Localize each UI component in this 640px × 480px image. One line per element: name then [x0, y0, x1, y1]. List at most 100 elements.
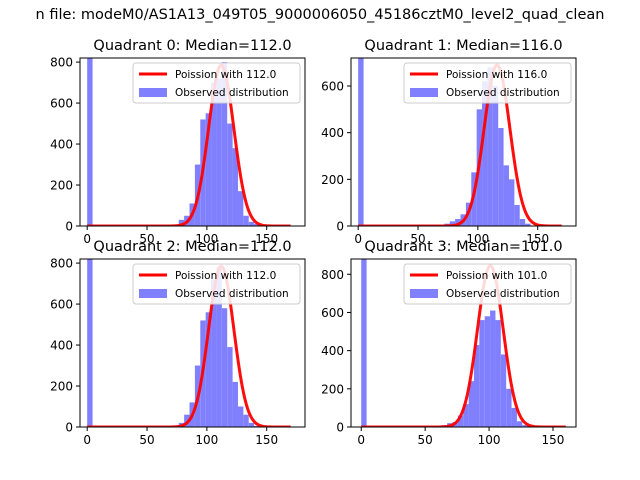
histogram-bar — [254, 425, 260, 427]
histogram-bar — [514, 205, 520, 226]
histogram-bar — [237, 191, 244, 226]
y-tick-label: 600 — [50, 97, 73, 111]
histogram-bar — [178, 219, 185, 226]
histogram-bar — [482, 81, 488, 226]
legend-box — [132, 62, 301, 104]
histogram-bar — [248, 422, 255, 427]
axes-frame — [350, 258, 577, 428]
histogram-bar — [254, 223, 260, 226]
x-tick-label: 100 — [466, 232, 489, 246]
poisson-fit-line — [361, 264, 566, 427]
x-tick-label: 150 — [255, 433, 278, 447]
histogram-bar — [503, 165, 509, 226]
histogram-bar — [87, 259, 93, 427]
y-tick-label: 400 — [50, 138, 73, 152]
plot-area — [86, 259, 291, 427]
legend-fit-label: Poission with 112.0 — [175, 270, 276, 282]
legend-observed-swatch — [410, 289, 438, 298]
histogram-bar — [358, 58, 364, 226]
legend-fit-label: Poission with 116.0 — [446, 69, 547, 81]
y-tick-label: 400 — [321, 344, 344, 358]
legend-observed-label: Observed distribution — [175, 87, 289, 99]
y-tick-label: 400 — [321, 126, 344, 140]
legend-observed-swatch — [410, 88, 438, 97]
plot-area — [86, 58, 291, 226]
histogram-bar — [227, 347, 233, 427]
y-tick-label: 200 — [321, 382, 344, 396]
histogram-bar — [490, 310, 496, 427]
y-tick-label: 0 — [65, 220, 73, 234]
y-tick-label: 800 — [50, 257, 73, 271]
x-tick-label: 50 — [418, 433, 433, 447]
plot-area — [357, 58, 562, 226]
x-tick-label: 50 — [139, 433, 154, 447]
legend-observed-label: Observed distribution — [446, 288, 560, 300]
histogram-bar — [516, 421, 523, 427]
panel-2: 0 50 100 150 0 200 400 600 800 Quadrant 2: Median… — [50, 239, 306, 447]
figure-suptitle: n file: modeM0/AS1A13_049T05_9000006050_… — [36, 7, 605, 23]
histogram-bar — [495, 320, 501, 427]
legend-observed-swatch — [139, 88, 167, 97]
histogram-bar — [519, 219, 526, 226]
histogram-bar — [361, 259, 367, 427]
histogram-bar — [232, 148, 238, 226]
histogram-bar — [487, 67, 493, 226]
histogram-bar — [205, 312, 212, 427]
histogram-bar — [484, 316, 491, 427]
y-tick-label: 400 — [50, 339, 73, 353]
histogram-bar — [221, 308, 228, 427]
x-tick-label: 0 — [83, 433, 91, 447]
histogram-bar — [248, 221, 255, 226]
y-tick-label: 0 — [65, 421, 73, 435]
y-tick-label: 200 — [321, 173, 344, 187]
histogram-bar — [463, 404, 469, 427]
histogram-bar — [243, 215, 249, 226]
panel-title: Quadrant 2: Median=112.0 — [93, 239, 291, 255]
x-tick-label: 0 — [83, 232, 91, 246]
histogram-bar — [211, 82, 217, 226]
x-tick-label: 150 — [542, 433, 565, 447]
histogram-bar — [522, 425, 528, 427]
x-tick-label: 0 — [357, 433, 365, 447]
histogram-bar — [457, 415, 464, 427]
legend-observed-label: Observed distribution — [446, 87, 560, 99]
x-tick-label: 100 — [195, 232, 218, 246]
histogram-bar — [525, 223, 531, 226]
histogram-bar — [455, 219, 461, 226]
x-tick-label: 50 — [410, 232, 425, 246]
panel-title: Quadrant 3: Median=101.0 — [364, 239, 562, 255]
axes-frame — [350, 57, 577, 227]
panel-1: 0 50 100 150 0 200 400 600 Quadrant 1: Median=11… — [321, 38, 577, 246]
y-tick-label: 0 — [336, 421, 344, 435]
histogram-bar — [232, 381, 238, 427]
histogram-bar — [500, 354, 507, 427]
axes-frame — [79, 57, 306, 227]
histogram-bar — [473, 344, 480, 427]
histogram-bar — [227, 123, 233, 226]
histogram-bar — [221, 62, 228, 226]
x-tick-label: 0 — [354, 232, 362, 246]
y-tick-label: 600 — [321, 306, 344, 320]
panel-3: 0 50 100 150 0 200 400 600 800 Quadrant 3: Median… — [321, 239, 577, 447]
legend-fit-label: Poission with 101.0 — [446, 270, 547, 282]
histogram-bar — [506, 388, 512, 427]
legend-box — [132, 263, 301, 305]
legend-observed-label: Observed distribution — [175, 288, 289, 300]
x-tick-label: 100 — [195, 433, 218, 447]
panel-0: 0 50 100 150 0 200 400 600 800 Quadrant 0: Median… — [50, 38, 306, 246]
y-tick-label: 200 — [50, 380, 73, 394]
x-tick-label: 150 — [526, 232, 549, 246]
histogram-bar — [87, 58, 93, 226]
legend-box — [403, 263, 572, 305]
x-tick-label: 100 — [478, 433, 501, 447]
histogram-bar — [511, 407, 517, 427]
histogram-bar — [449, 221, 456, 226]
histogram-bar — [211, 279, 217, 427]
y-tick-label: 600 — [321, 80, 344, 94]
plot-area — [361, 259, 566, 427]
poisson-fit-line — [86, 63, 291, 226]
histogram-bar — [508, 179, 515, 226]
histogram-bar — [492, 86, 499, 226]
histogram-bar — [468, 381, 474, 427]
